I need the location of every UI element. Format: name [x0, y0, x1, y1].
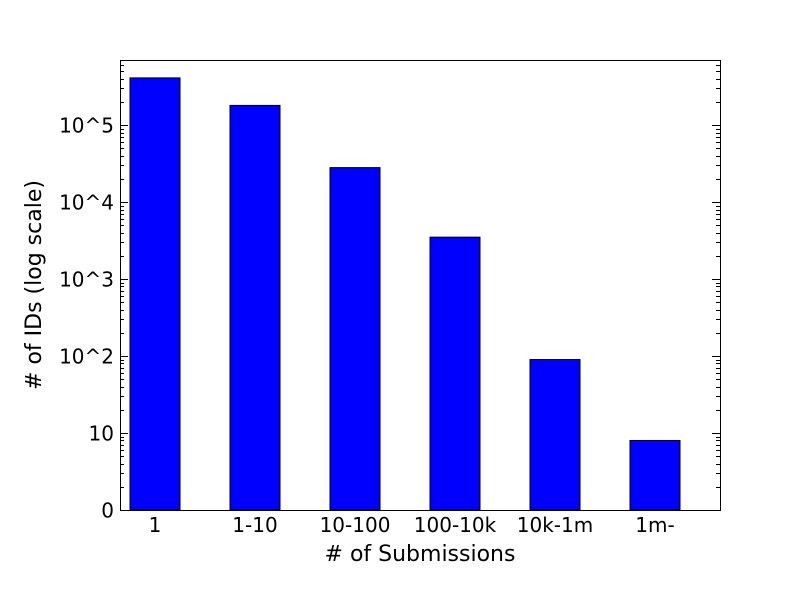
y-tick-label: 10^4: [59, 191, 114, 215]
tick-labels-group: 1 1-10 10-100 100-10k 10k-1m 1m- 0 10 10^2 10^3 10…: [59, 114, 675, 538]
x-tick-label: 1: [149, 513, 162, 537]
y-axis-label: # of IDs (log scale): [22, 180, 47, 390]
bar: [629, 439, 681, 511]
x-tick-label: 10-100: [320, 513, 391, 537]
x-tick-label: 1m-: [635, 513, 674, 537]
bar: [229, 104, 281, 511]
x-tick-label: 1-10: [232, 513, 277, 537]
y-tick-label: 0: [101, 499, 114, 523]
x-axis-label: # of Submissions: [325, 542, 516, 567]
x-tick-label: 10k-1m: [517, 513, 593, 537]
bar: [529, 359, 581, 511]
ticks-group: [120, 65, 720, 488]
plot-frame: [120, 60, 721, 511]
bars-group: [129, 77, 681, 511]
y-tick-label: 10^3: [59, 268, 114, 292]
x-tick-label: 100-10k: [414, 513, 497, 537]
bar: [429, 236, 481, 511]
y-tick-label: 10^2: [59, 345, 114, 369]
y-tick-label: 10^5: [59, 114, 114, 138]
y-tick-label: 10: [89, 422, 114, 446]
bar: [129, 77, 181, 511]
bar: [329, 167, 381, 511]
